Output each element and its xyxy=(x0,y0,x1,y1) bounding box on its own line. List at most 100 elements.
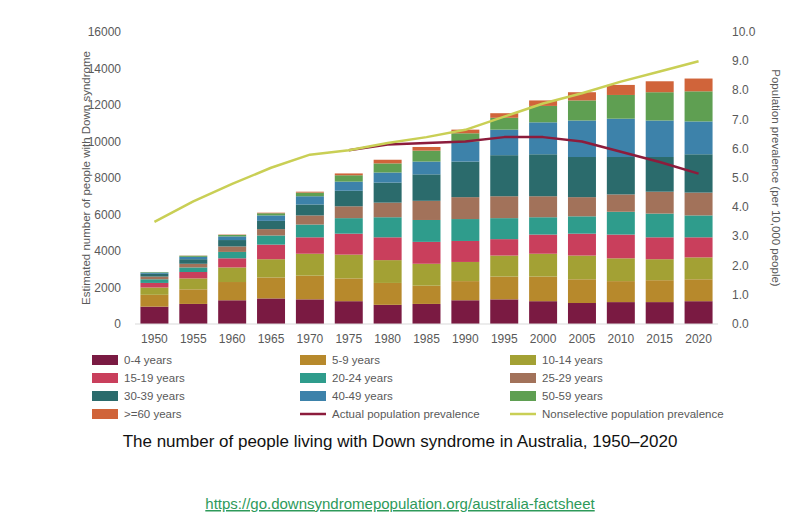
x-tick-label: 1990 xyxy=(452,332,479,346)
legend-swatch xyxy=(510,355,536,365)
legend-swatch xyxy=(510,413,536,416)
bar-segment xyxy=(179,264,207,268)
legend-label: 10-14 years xyxy=(542,354,603,366)
chart: 02000400060008000100001200014000160000.0… xyxy=(0,0,800,530)
bar-segment xyxy=(257,245,285,260)
bar-segment xyxy=(490,256,518,277)
bar-segment xyxy=(607,85,635,95)
y2-tick-label: 4.0 xyxy=(732,200,749,214)
legend-label: 5-9 years xyxy=(332,354,380,366)
bar-segment xyxy=(451,241,479,262)
legend-item: 0-4 years xyxy=(92,354,172,366)
y2-tick-label: 10.0 xyxy=(732,25,756,39)
bar-segment xyxy=(257,221,285,229)
legend-label: Nonselective population prevalence xyxy=(542,408,724,420)
bar-segment xyxy=(374,183,402,203)
bar-segment xyxy=(685,301,713,324)
bar-segment xyxy=(257,298,285,324)
bar-segment xyxy=(257,259,285,277)
bar-segment xyxy=(685,215,713,237)
bar-segment xyxy=(335,173,363,175)
legend-label: >=60 years xyxy=(124,408,182,420)
bar-segment xyxy=(413,162,441,175)
plot-marks xyxy=(140,61,712,324)
legend-item: 25-29 years xyxy=(510,372,603,384)
bar-segment xyxy=(140,288,168,295)
bar-segment xyxy=(413,242,441,264)
bar-segment xyxy=(140,271,168,273)
bar-segment xyxy=(568,216,596,233)
legend-label: Actual population prevalence xyxy=(332,408,480,420)
bar-segment xyxy=(296,191,324,193)
bar-segment xyxy=(451,162,479,198)
x-tick-label: 1995 xyxy=(491,332,518,346)
bar-segment xyxy=(413,286,441,304)
bar-segment xyxy=(529,154,557,196)
bar-segment xyxy=(335,175,363,181)
bar-segment xyxy=(296,254,324,276)
legend-swatch xyxy=(92,391,118,401)
bar-segment xyxy=(685,193,713,216)
bar-segment xyxy=(529,254,557,277)
bar-segment xyxy=(335,182,363,191)
bar-segment xyxy=(413,201,441,220)
bar-segment xyxy=(413,174,441,200)
bar-segment xyxy=(218,258,246,267)
legend-swatch xyxy=(300,391,326,401)
bar-segment xyxy=(218,240,246,246)
x-tick-label: 2015 xyxy=(646,332,673,346)
bar-segment xyxy=(685,237,713,257)
legend-item: 40-49 years xyxy=(300,390,393,402)
legend-label: 50-59 years xyxy=(542,390,603,402)
bar-segment xyxy=(179,256,207,257)
legend-item: 30-39 years xyxy=(92,390,185,402)
bar-segment xyxy=(607,258,635,281)
legend-swatch xyxy=(300,373,326,383)
y2-tick-label: 0.0 xyxy=(732,317,749,331)
x-tick-label: 1960 xyxy=(219,332,246,346)
y2-tick-label: 1.0 xyxy=(732,288,749,302)
bar-segment xyxy=(529,217,557,234)
bar-segment xyxy=(179,304,207,324)
bar-segment xyxy=(335,255,363,279)
legend-item: 20-24 years xyxy=(300,372,393,384)
bar-segment xyxy=(529,196,557,217)
bar-segment xyxy=(413,304,441,324)
x-tick-label: 1965 xyxy=(258,332,285,346)
bar-segment xyxy=(140,277,168,280)
bar-segment xyxy=(374,163,402,172)
bar-segment xyxy=(179,257,207,259)
bar-segment xyxy=(685,279,713,301)
bar-segment xyxy=(335,301,363,324)
bar-segment xyxy=(529,301,557,324)
bar-segment xyxy=(374,203,402,218)
legend-label: 30-39 years xyxy=(124,390,185,402)
legend-label: 15-19 years xyxy=(124,372,185,384)
chart-title: The number of people living with Down sy… xyxy=(123,432,678,451)
bar-segment xyxy=(374,217,402,237)
bar-segment xyxy=(413,147,441,151)
bar-segment xyxy=(607,212,635,235)
bar-segment xyxy=(140,307,168,324)
bar-segment xyxy=(179,255,207,256)
prevalence-line xyxy=(349,137,699,174)
bar-segment xyxy=(646,302,674,324)
bar-segment xyxy=(490,239,518,255)
bar-segment xyxy=(607,235,635,259)
y-tick-label: 16000 xyxy=(88,25,122,39)
bar-segment xyxy=(451,219,479,241)
bar-segment xyxy=(335,218,363,234)
bar-segment xyxy=(568,279,596,303)
bar-segment xyxy=(296,237,324,253)
bar-segment xyxy=(218,252,246,258)
x-tick-label: 1970 xyxy=(297,332,324,346)
bar-segment xyxy=(335,278,363,301)
bar-segment xyxy=(529,277,557,302)
bar-segment xyxy=(490,155,518,196)
y2-tick-label: 5.0 xyxy=(732,171,749,185)
bar-segment xyxy=(685,257,713,279)
bar-segment xyxy=(257,277,285,298)
legend-swatch xyxy=(300,413,326,416)
legend-swatch xyxy=(92,355,118,365)
source-link[interactable]: https://go.downsyndromepopulation.org/au… xyxy=(205,495,595,512)
